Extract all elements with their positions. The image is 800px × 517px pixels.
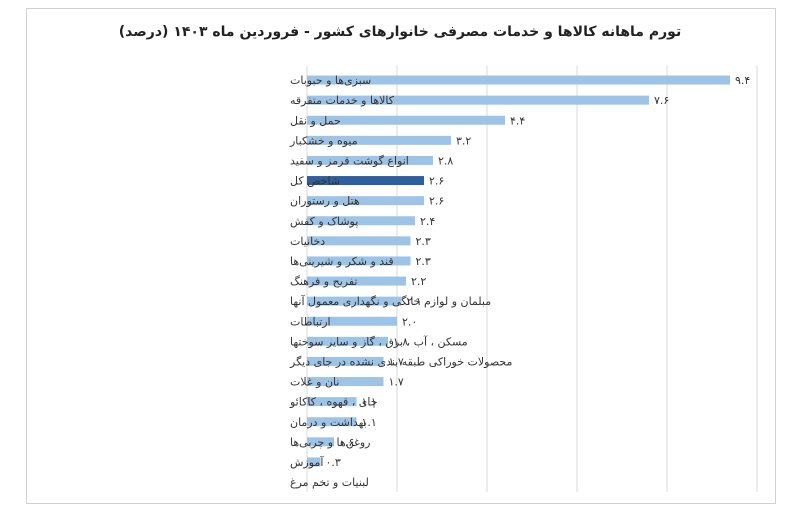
bar — [307, 336, 388, 346]
category-label: آموزش — [290, 455, 324, 469]
chart-title: تورم ماهانه کالاها و خدمات مصرفی خانواره… — [118, 24, 682, 40]
bar — [307, 377, 384, 387]
category-label: کالاها و خدمات متفرقه — [290, 94, 395, 107]
category-label: ارتباطات — [290, 315, 331, 328]
bar — [307, 75, 730, 85]
bar — [307, 397, 357, 407]
category-label: پوشاک و کفش — [290, 215, 358, 228]
value-label: ۲.۱ — [407, 295, 422, 308]
value-label: ۳.۲ — [456, 134, 471, 147]
value-label: ۲.۲ — [411, 275, 426, 288]
value-labels: ۹.۴ ۷.۶ ۴.۴ ۳.۲۲.۸ ۲.۶ ۲.۶ ۲.۴ ۲.۳ ۲.۳ ۲.۲ ۲.۱ ۲.۰ ۱… — [312, 74, 750, 489]
category-label: مبلمان و لوازم خانگی و نگهداری معمول آنه… — [290, 294, 491, 308]
value-label: ۲.۴ — [420, 215, 435, 228]
value-label: ۰.۶ — [339, 436, 354, 449]
bar — [307, 196, 424, 206]
value-label: ۰.۰ — [312, 476, 327, 489]
value-label: ۹.۴ — [735, 74, 750, 87]
category-label: انواع گوشت قرمز و سفید — [290, 154, 409, 167]
category-label: چای ، قهوه ، کاکائو — [289, 396, 378, 409]
bar — [307, 135, 451, 145]
category-label: هتل و رستوران — [290, 195, 360, 208]
value-label: ۱.۱ — [362, 396, 377, 409]
category-label: دخانیات — [290, 235, 325, 248]
category-labels: سبزی‌ها و حبوبات کالاها و خدمات متفرقه حمل… — [289, 74, 512, 489]
category-label: سبزی‌ها و حبوبات — [290, 74, 371, 87]
value-label: ۲.۸ — [438, 154, 453, 167]
bars — [307, 75, 730, 467]
category-label: نان و غلات — [290, 376, 339, 389]
chart-frame — [26, 8, 776, 504]
bar — [307, 236, 411, 246]
bar — [307, 417, 357, 427]
value-label: ۲.۶ — [429, 175, 444, 188]
bar — [307, 276, 406, 286]
category-label: بهداشت و درمان — [290, 416, 367, 429]
category-label: شاخص کل — [290, 175, 340, 188]
category-label: روغن‌ها و چربی‌ها — [290, 436, 370, 449]
bar — [307, 115, 505, 125]
bar — [307, 437, 334, 447]
category-label: محصولات خوراکی طبقه بندی نشده در جای دیگ… — [289, 355, 512, 368]
bar — [307, 356, 384, 366]
bar — [307, 296, 402, 306]
category-label: قند و شکر و شیرینی‌ها — [290, 255, 394, 268]
value-label: ۱.۸ — [393, 335, 408, 348]
value-label: ۲.۰ — [402, 315, 417, 328]
bar — [307, 256, 411, 266]
value-label: ۲.۳ — [416, 255, 431, 268]
bar — [307, 95, 649, 105]
value-label: ۴.۴ — [510, 114, 525, 127]
category-label: میوه و خشکبار — [289, 134, 358, 147]
category-label: حمل و نقل — [290, 114, 341, 127]
value-label: ۲.۶ — [429, 195, 444, 208]
category-label: لبنیات و تخم مرغ — [290, 476, 369, 489]
value-label: ۱.۷ — [389, 355, 404, 368]
category-label: مسکن ، آب ، برق ، گاز و سایر سوختها — [290, 334, 468, 348]
bar — [307, 176, 424, 186]
bar — [307, 216, 415, 226]
category-label: تفریح و فرهنگ — [290, 275, 357, 288]
value-label: ۰.۳ — [326, 456, 341, 469]
value-label: ۱.۷ — [389, 376, 404, 389]
bar — [307, 316, 397, 326]
bar — [307, 155, 433, 165]
value-label: ۱.۱ — [362, 416, 377, 429]
value-label: ۷.۶ — [654, 94, 669, 107]
value-label: ۲.۳ — [416, 235, 431, 248]
bar — [307, 457, 321, 467]
